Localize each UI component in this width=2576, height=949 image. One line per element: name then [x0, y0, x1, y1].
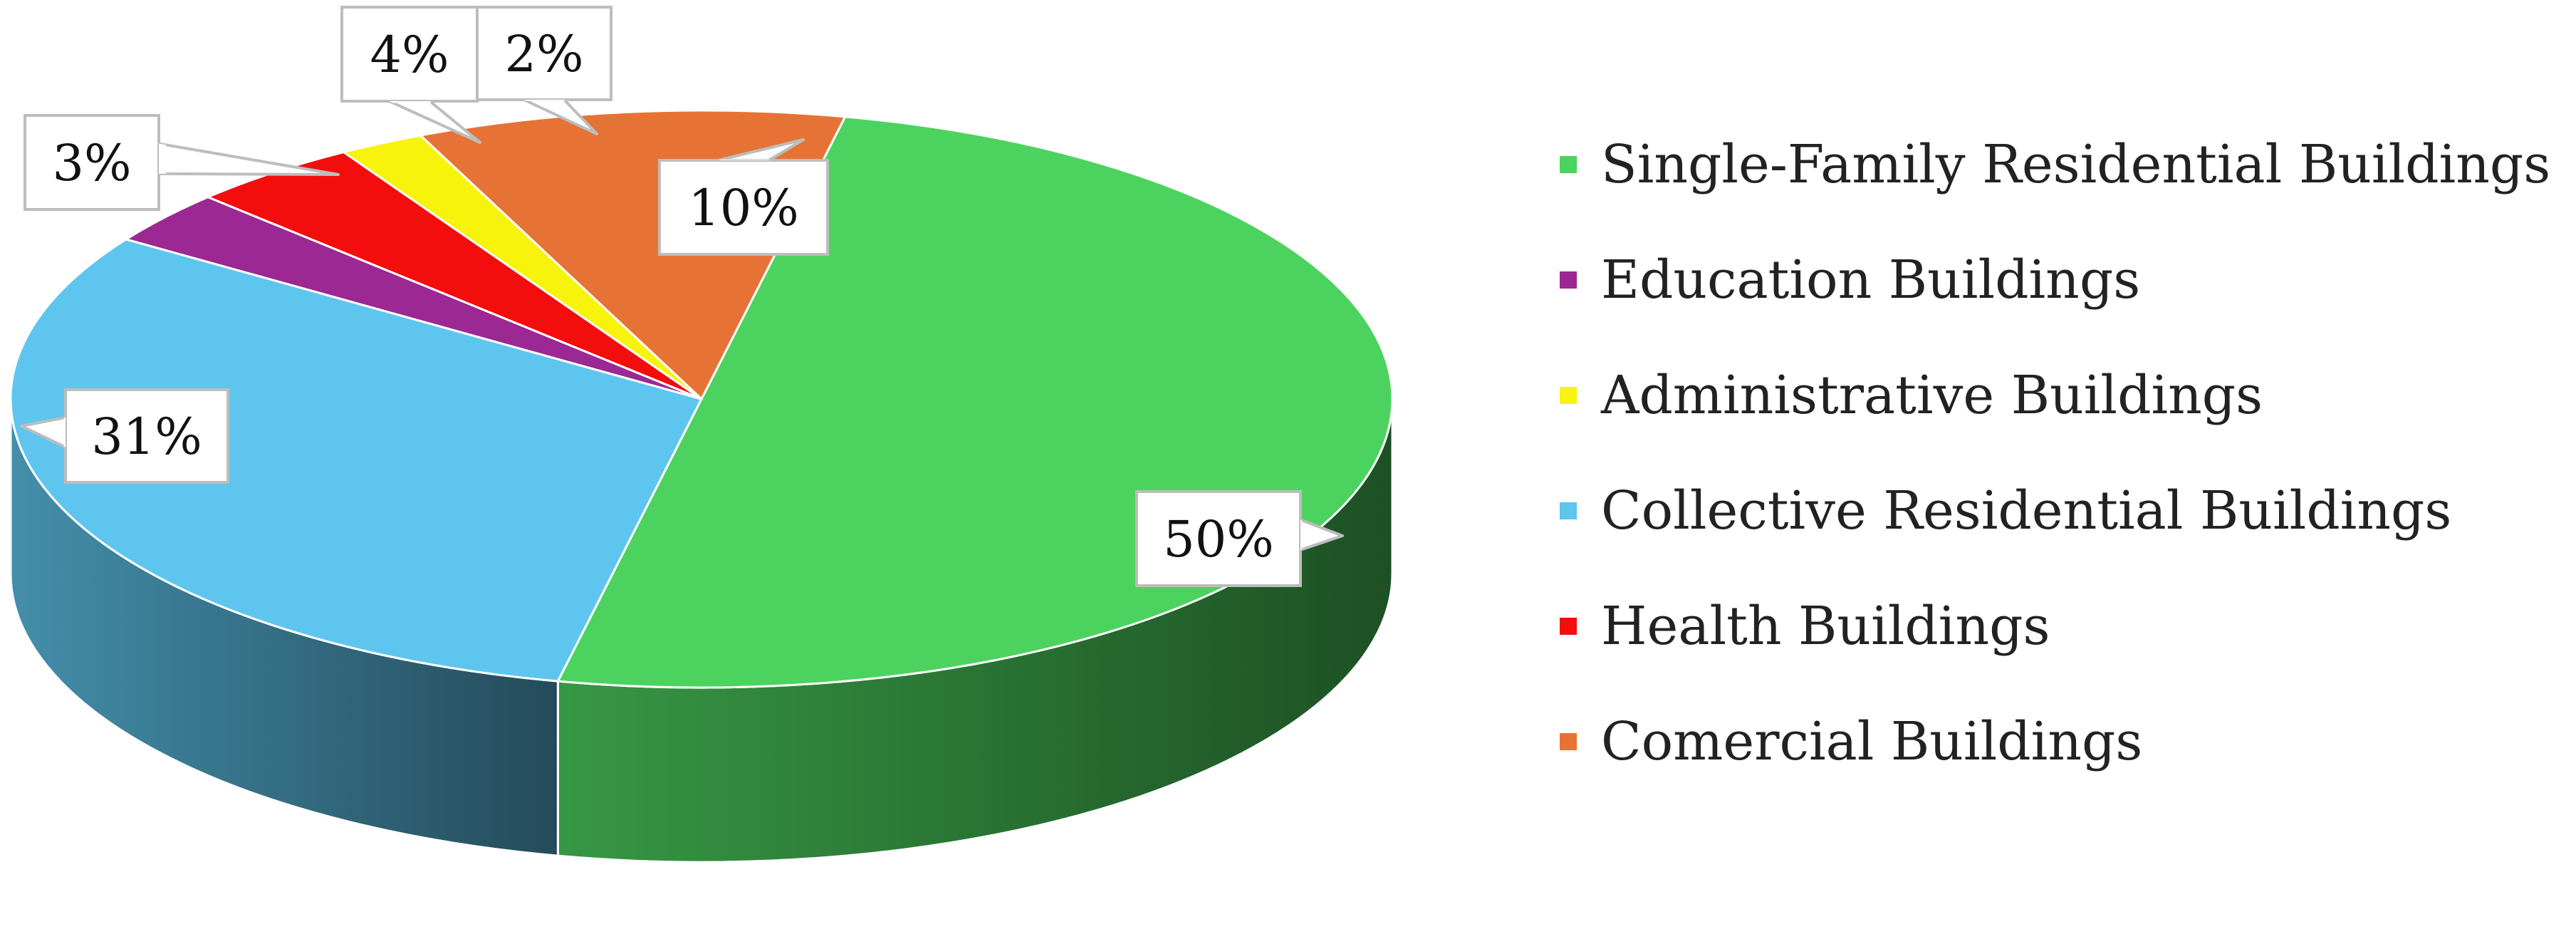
- legend-item-health: Health Buildings: [1560, 569, 2564, 684]
- legend-swatch-single-family: [1560, 156, 1577, 173]
- data-label-single-family-residential-buildings: 50%: [1135, 490, 1344, 587]
- data-label-text-comercial-buildings: 10%: [688, 179, 799, 237]
- legend-swatch-administrative: [1560, 387, 1577, 404]
- legend-swatch-health: [1560, 618, 1577, 635]
- data-label-education-buildings: 3%: [24, 114, 340, 211]
- pie-slice-collective-residential-buildings: [9, 238, 703, 683]
- legend-swatch-education: [1560, 271, 1577, 289]
- pie-plot-area: 50% 31% 3% 4% 2% 10%: [9, 6, 1394, 864]
- data-label-text-health-buildings: 4%: [370, 26, 449, 84]
- data-label-collective-residential-buildings: 31%: [20, 388, 229, 484]
- legend: Single-Family Residential Buildings Educ…: [1560, 107, 2564, 799]
- data-label-health-buildings: 4%: [340, 6, 481, 144]
- legend-item-collective: Collective Residential Buildings: [1560, 453, 2564, 569]
- legend-item-education: Education Buildings: [1560, 222, 2564, 338]
- data-label-text-education-buildings: 3%: [52, 134, 131, 192]
- data-label-text-collective-residential-buildings: 31%: [91, 408, 202, 466]
- legend-label-single-family: Single-Family Residential Buildings: [1601, 134, 2551, 195]
- data-label-administrative-buildings: 2%: [476, 6, 612, 135]
- data-label-text-administrative-buildings: 2%: [504, 25, 583, 83]
- legend-item-administrative: Administrative Buildings: [1560, 338, 2564, 453]
- legend-label-collective: Collective Residential Buildings: [1601, 480, 2452, 541]
- legend-label-education: Education Buildings: [1601, 249, 2141, 311]
- legend-label-health: Health Buildings: [1601, 596, 2050, 657]
- legend-item-single-family: Single-Family Residential Buildings: [1560, 107, 2564, 222]
- legend-item-comercial: Comercial Buildings: [1560, 684, 2564, 799]
- data-label-comercial-buildings: 10%: [658, 138, 829, 256]
- legend-label-comercial: Comercial Buildings: [1601, 711, 2143, 772]
- pie-data-labels: 50% 31% 3% 4% 2% 10%: [20, 6, 1344, 587]
- data-label-text-single-family-residential-buildings: 50%: [1163, 510, 1274, 569]
- legend-swatch-collective: [1560, 502, 1577, 519]
- legend-swatch-comercial: [1560, 733, 1577, 750]
- legend-label-administrative: Administrative Buildings: [1601, 365, 2263, 426]
